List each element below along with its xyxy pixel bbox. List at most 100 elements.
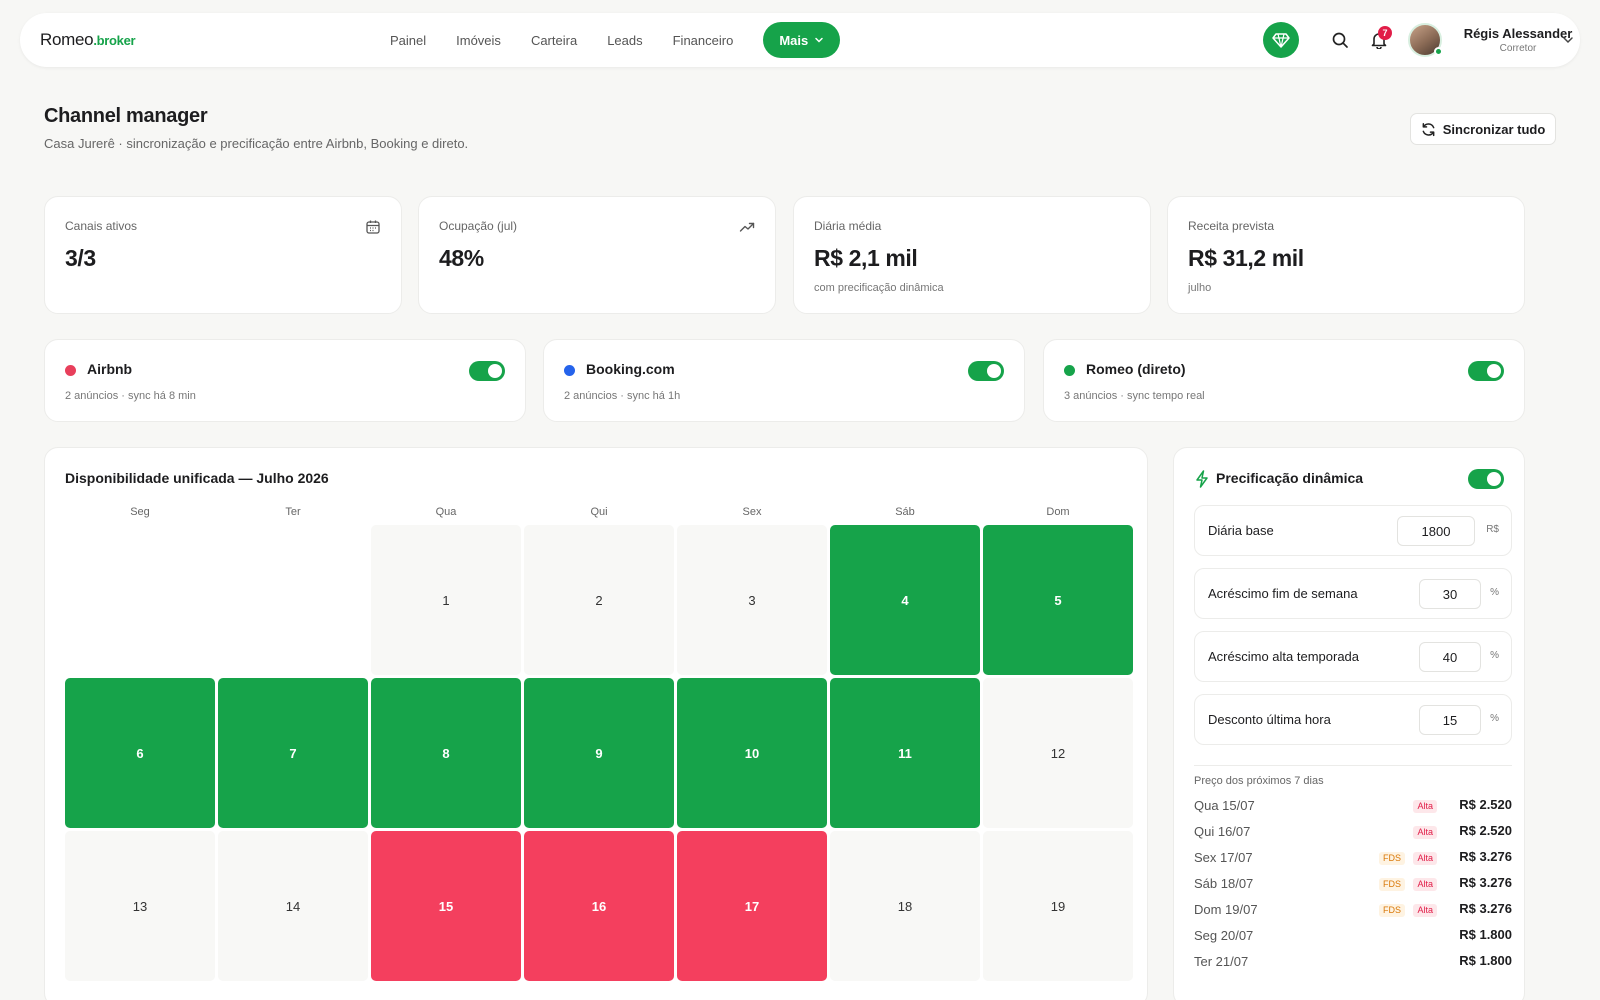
channel-color-dot (65, 365, 76, 376)
sync-all-button[interactable]: Sincronizar tudo (1410, 113, 1556, 145)
weekend-markup-input[interactable] (1419, 579, 1481, 609)
price-day: Dom 19/07 (1194, 902, 1258, 917)
pricing-divider (1194, 765, 1512, 766)
channel-romeo-direct-toggle[interactable] (1468, 361, 1504, 381)
pricing-field-unit: R$ (1486, 524, 1499, 535)
pricing-field-unit: % (1490, 587, 1499, 598)
pricing-field-unit: % (1490, 650, 1499, 661)
channel-card-romeo-direct: Romeo (direto) 3 anúncios · sync tempo r… (1043, 339, 1525, 422)
high-season-tag: Alta (1413, 800, 1437, 813)
price-day: Seg 20/07 (1194, 928, 1254, 943)
stat-label: Receita prevista (1188, 219, 1275, 233)
calendar-day-9[interactable]: 9 (524, 678, 674, 828)
pricing-field-label: Acréscimo fim de semana (1208, 586, 1358, 601)
stat-label: Canais ativos (65, 219, 138, 233)
sync-all-label: Sincronizar tudo (1442, 121, 1546, 137)
calendar-day-2[interactable]: 2 (524, 525, 674, 675)
price-row: Sáb 18/07 FDS Alta R$ 3.276 (1194, 873, 1512, 893)
pricing-field-base-rate: Diária base R$ (1194, 505, 1512, 556)
price-value: R$ 3.276 (1459, 901, 1512, 916)
price-value: R$ 1.800 (1459, 927, 1512, 942)
channel-card-booking: Booking.com 2 anúncios · sync há 1h (543, 339, 1025, 422)
stat-label: Ocupação (jul) (439, 219, 518, 233)
base-rate-input[interactable] (1397, 516, 1475, 546)
calendar-day-18[interactable]: 18 (830, 831, 980, 981)
price-day: Qui 16/07 (1194, 824, 1251, 839)
channel-airbnb-toggle[interactable] (469, 361, 505, 381)
calendar-day-8[interactable]: 8 (371, 678, 521, 828)
price-row: Dom 19/07 FDS Alta R$ 3.276 (1194, 899, 1512, 919)
user-name[interactable]: Régis Alessander (1463, 26, 1573, 41)
nav-link-financeiro[interactable]: Financeiro (672, 32, 734, 48)
pricing-field-label: Diária base (1208, 523, 1274, 538)
search-button[interactable] (1328, 28, 1352, 52)
page-subtitle: Casa Jurerê · sincronização e precificaç… (44, 136, 469, 151)
calendar-day-19[interactable]: 19 (983, 831, 1133, 981)
calendar-day-10[interactable]: 10 (677, 678, 827, 828)
weekday-header-mon: Seg (130, 506, 150, 518)
pricing-field-label: Desconto última hora (1208, 712, 1331, 727)
weekend-tag: FDS (1379, 852, 1405, 865)
calendar-day-5[interactable]: 5 (983, 525, 1133, 675)
stat-label: Diária média (814, 219, 882, 233)
price-day: Qua 15/07 (1194, 798, 1255, 813)
calendar-day-7[interactable]: 7 (218, 678, 368, 828)
calendar-day-1[interactable]: 1 (371, 525, 521, 675)
calendar-day-15[interactable]: 15 (371, 831, 521, 981)
last-minute-discount-input[interactable] (1419, 705, 1481, 735)
top-navigation-bar: Romeo.broker Painel Imóveis Carteira Lea… (20, 13, 1580, 67)
page-title: Channel manager (44, 105, 208, 127)
calendar-day-12[interactable]: 12 (983, 678, 1133, 828)
next-days-title: Preço dos próximos 7 dias (1194, 775, 1324, 787)
nav-link-painel[interactable]: Painel (390, 32, 427, 48)
stat-note: julho (1188, 282, 1212, 294)
main-nav-links: Painel Imóveis Carteira Leads Financeiro… (390, 22, 841, 58)
calendar-day-14[interactable]: 14 (218, 831, 368, 981)
price-row: Ter 21/07 R$ 1.800 (1194, 951, 1512, 971)
price-value: R$ 2.520 (1459, 797, 1512, 812)
nav-link-imoveis[interactable]: Imóveis (456, 32, 501, 48)
nav-link-carteira[interactable]: Carteira (530, 32, 578, 48)
search-icon (1332, 32, 1348, 48)
calendar-day-16[interactable]: 16 (524, 831, 674, 981)
channel-name: Airbnb (87, 361, 133, 377)
dynamic-pricing-toggle[interactable] (1468, 469, 1504, 489)
calendar-icon (366, 220, 380, 234)
stat-value: 3/3 (65, 245, 96, 271)
high-season-tag: Alta (1413, 852, 1437, 865)
calendar-day-17[interactable]: 17 (677, 831, 827, 981)
calendar-day-13[interactable]: 13 (65, 831, 215, 981)
user-menu-chevron-down-icon[interactable] (1561, 33, 1575, 47)
pricing-field-high-season-markup: Acréscimo alta temporada % (1194, 631, 1512, 682)
availability-calendar-card: Disponibilidade unificada — Julho 2026 S… (44, 447, 1148, 1000)
channel-name: Booking.com (586, 361, 675, 377)
trending-up-icon (739, 222, 755, 232)
high-season-tag: Alta (1413, 826, 1437, 839)
brand-logo-suffix: .broker (93, 33, 136, 48)
calendar-day-4[interactable]: 4 (830, 525, 980, 675)
nav-link-leads[interactable]: Leads (607, 32, 643, 48)
channel-meta: 2 anúncios · sync há 8 min (65, 390, 196, 402)
price-value: R$ 3.276 (1459, 875, 1512, 890)
calendar-day-11[interactable]: 11 (830, 678, 980, 828)
stat-card-avg-daily-rate: Diária média R$ 2,1 mil com precificação… (793, 196, 1151, 314)
calendar-day-6[interactable]: 6 (65, 678, 215, 828)
weekday-header-sun: Dom (1046, 506, 1070, 518)
price-row: Qua 15/07 Alta R$ 2.520 (1194, 795, 1512, 815)
calendar-day-3[interactable]: 3 (677, 525, 827, 675)
weekday-header-fri: Sex (742, 506, 762, 518)
price-row: Qui 16/07 Alta R$ 2.520 (1194, 821, 1512, 841)
calendar-title: Disponibilidade unificada — Julho 2026 (65, 470, 329, 486)
dynamic-pricing-panel: Precificação dinâmica Diária base R$ Acr… (1173, 447, 1525, 1000)
price-day: Sáb 18/07 (1194, 876, 1254, 891)
channel-booking-toggle[interactable] (968, 361, 1004, 381)
high-season-tag: Alta (1413, 878, 1437, 891)
stat-value: 48% (439, 245, 484, 271)
brand-logo-main: Romeo (40, 30, 94, 49)
high-season-markup-input[interactable] (1419, 642, 1481, 672)
nav-more-button[interactable]: Mais (763, 22, 841, 58)
brand-logo[interactable]: Romeo.broker (40, 30, 136, 50)
premium-gem-button[interactable] (1263, 22, 1299, 58)
channel-card-airbnb: Airbnb 2 anúncios · sync há 8 min (44, 339, 526, 422)
price-day: Sex 17/07 (1194, 850, 1253, 865)
